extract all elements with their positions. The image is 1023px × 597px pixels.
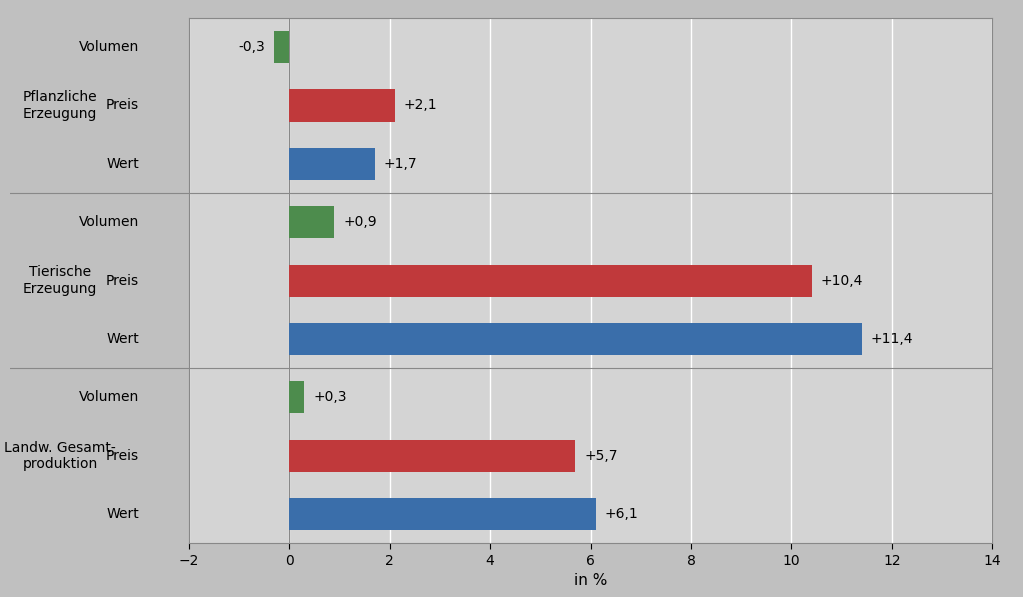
Text: Preis: Preis	[105, 449, 139, 463]
Text: +0,3: +0,3	[313, 390, 347, 404]
Text: Preis: Preis	[105, 99, 139, 112]
Bar	[290, 206, 335, 238]
Bar	[290, 90, 395, 122]
Text: -0,3: -0,3	[238, 40, 265, 54]
Bar	[290, 148, 374, 180]
Bar	[290, 323, 861, 355]
Text: Volumen: Volumen	[79, 40, 139, 54]
Text: Wert: Wert	[106, 507, 139, 521]
Bar	[290, 498, 595, 530]
Text: +11,4: +11,4	[871, 332, 914, 346]
Bar	[290, 264, 811, 297]
Text: +0,9: +0,9	[344, 215, 377, 229]
Text: Volumen: Volumen	[79, 390, 139, 404]
Text: +2,1: +2,1	[404, 99, 438, 112]
Bar	[290, 381, 304, 413]
Bar	[274, 31, 290, 63]
Text: Preis: Preis	[105, 273, 139, 288]
Text: +6,1: +6,1	[605, 507, 638, 521]
Text: Wert: Wert	[106, 157, 139, 171]
X-axis label: in %: in %	[574, 573, 608, 588]
Text: Landw. Gesamt-
produktion: Landw. Gesamt- produktion	[4, 441, 116, 471]
Text: Volumen: Volumen	[79, 215, 139, 229]
Text: +10,4: +10,4	[820, 273, 863, 288]
Text: +1,7: +1,7	[384, 157, 417, 171]
Text: +5,7: +5,7	[584, 449, 618, 463]
Text: Pflanzliche
Erzeugung: Pflanzliche Erzeugung	[23, 90, 97, 121]
Text: Tierische
Erzeugung: Tierische Erzeugung	[24, 266, 97, 296]
Text: Wert: Wert	[106, 332, 139, 346]
Bar	[290, 439, 576, 472]
